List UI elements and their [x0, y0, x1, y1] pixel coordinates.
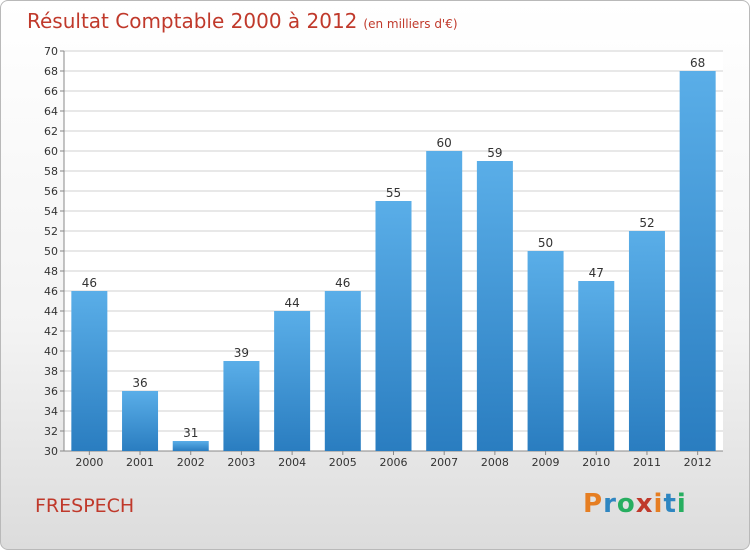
y-tick-label: 38 [44, 365, 58, 378]
data-label: 44 [284, 296, 299, 310]
x-tick-label: 2001 [126, 456, 154, 469]
data-label: 47 [589, 266, 604, 280]
y-tick-label: 48 [44, 265, 58, 278]
x-tick-label: 2006 [380, 456, 408, 469]
x-tick-label: 2003 [227, 456, 255, 469]
y-tick-label: 46 [44, 285, 58, 298]
y-tick-label: 44 [44, 305, 58, 318]
bar [274, 311, 311, 451]
logo-letter: o [616, 489, 636, 519]
y-tick-label: 68 [44, 65, 58, 78]
y-tick-label: 52 [44, 225, 58, 238]
bar [324, 291, 361, 451]
data-label: 55 [386, 186, 401, 200]
data-label: 31 [183, 426, 198, 440]
chart-title: Résultat Comptable 2000 à 2012 (en millie… [27, 9, 458, 33]
y-tick-label: 42 [44, 325, 58, 338]
data-label: 60 [437, 136, 452, 150]
y-tick-label: 70 [44, 45, 58, 58]
logo-letter: P [583, 489, 604, 519]
commune-name: FRESPECH [35, 495, 135, 517]
data-label: 39 [234, 346, 249, 360]
x-tick-label: 2008 [481, 456, 509, 469]
x-tick-label: 2002 [177, 456, 205, 469]
bar [122, 391, 159, 451]
y-tick-label: 36 [44, 385, 58, 398]
logo-letter: i [676, 489, 687, 519]
data-label: 46 [335, 276, 350, 290]
x-tick-label: 2004 [278, 456, 306, 469]
y-tick-label: 32 [44, 425, 58, 438]
bar [426, 151, 463, 451]
logo-letter: x [635, 489, 654, 519]
bar [172, 441, 209, 451]
bar [375, 201, 412, 451]
data-label: 59 [487, 146, 502, 160]
data-label: 52 [639, 216, 654, 230]
bar [578, 281, 615, 451]
y-tick-label: 62 [44, 125, 58, 138]
logo-letter: i [653, 489, 664, 519]
x-tick-label: 2005 [329, 456, 357, 469]
y-tick-label: 50 [44, 245, 58, 258]
x-tick-label: 2007 [430, 456, 458, 469]
chart-title-text: Résultat Comptable 2000 à 2012 [27, 9, 358, 33]
data-label: 36 [132, 376, 147, 390]
y-tick-label: 30 [44, 445, 58, 458]
y-tick-label: 66 [44, 85, 58, 98]
x-tick-label: 2009 [532, 456, 560, 469]
data-label: 50 [538, 236, 553, 250]
chart-unit: (en milliers d'€) [363, 17, 458, 31]
y-tick-label: 56 [44, 185, 58, 198]
data-label: 68 [690, 56, 705, 70]
x-tick-label: 2011 [633, 456, 661, 469]
y-tick-label: 58 [44, 165, 58, 178]
y-tick-label: 40 [44, 345, 58, 358]
bar [476, 161, 513, 451]
bar [71, 291, 108, 451]
y-tick-label: 64 [44, 105, 58, 118]
bar [628, 231, 665, 451]
x-tick-label: 2012 [684, 456, 712, 469]
bar [223, 361, 260, 451]
proxiti-logo[interactable]: Proxiti [583, 489, 687, 525]
x-tick-label: 2010 [582, 456, 610, 469]
data-label: 46 [82, 276, 97, 290]
y-tick-label: 34 [44, 405, 58, 418]
y-tick-label: 60 [44, 145, 58, 158]
logo-letter: t [663, 489, 677, 519]
bar [679, 71, 716, 451]
x-tick-label: 2000 [75, 456, 103, 469]
logo-letter: r [603, 489, 617, 519]
bar [527, 251, 564, 451]
y-tick-label: 54 [44, 205, 58, 218]
